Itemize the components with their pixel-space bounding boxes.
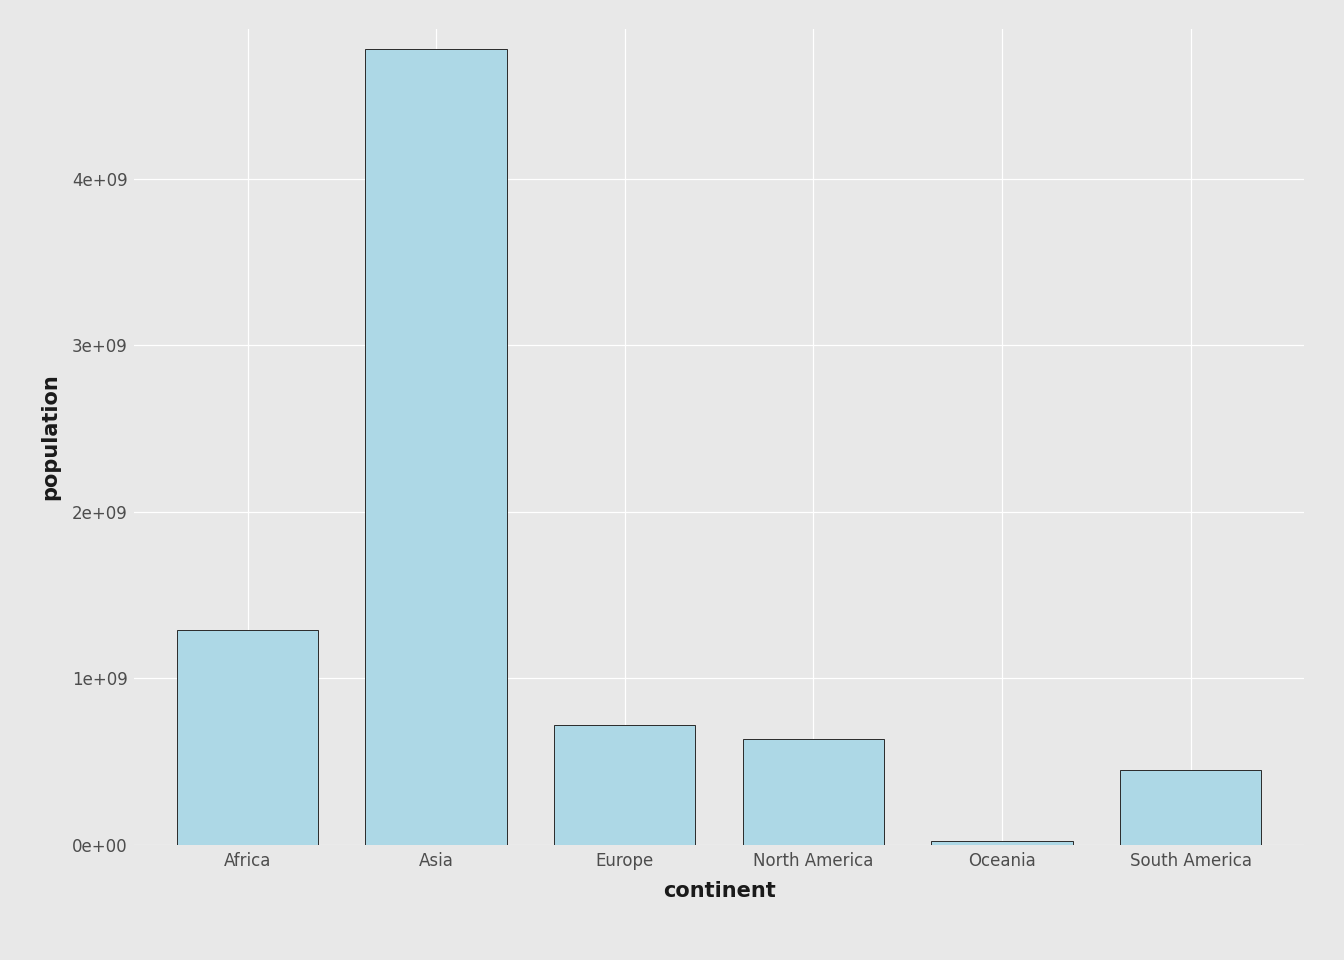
Bar: [743, 739, 884, 845]
Bar: [177, 630, 319, 845]
Y-axis label: population: population: [40, 373, 60, 500]
X-axis label: continent: continent: [663, 881, 775, 900]
Bar: [366, 49, 507, 845]
Bar: [554, 725, 695, 845]
Bar: [1120, 770, 1261, 845]
Bar: [931, 841, 1073, 845]
